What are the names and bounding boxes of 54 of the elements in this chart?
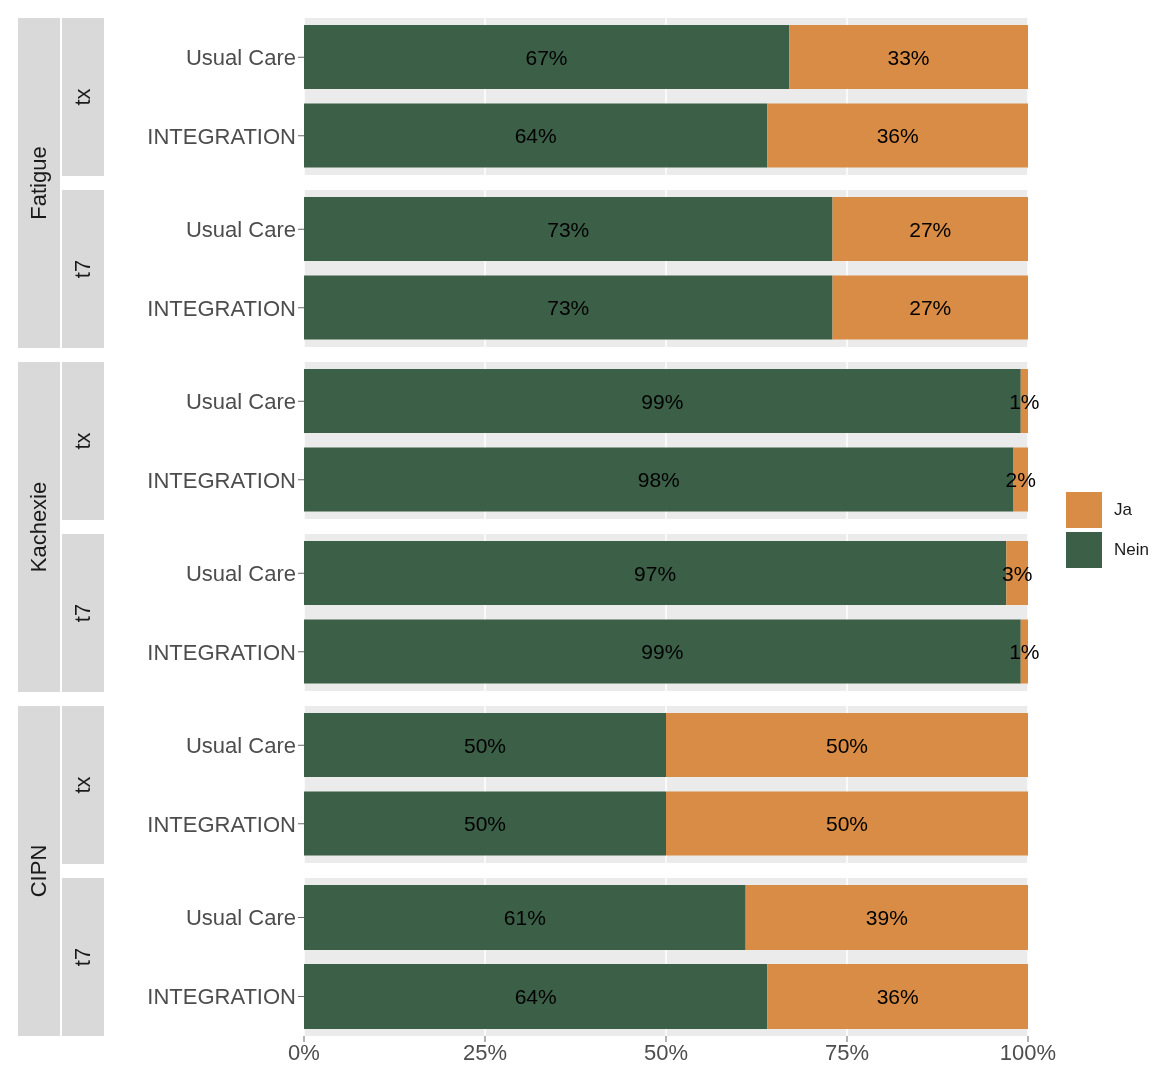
data-label: 36% bbox=[876, 985, 919, 1009]
x-tick-label: 75% bbox=[824, 1039, 870, 1065]
y-tick-label: Usual Care bbox=[185, 561, 296, 587]
y-axis-title: Fatigue bbox=[26, 146, 52, 220]
y-tick-label: INTEGRATION bbox=[147, 295, 296, 321]
data-label: 61% bbox=[503, 906, 546, 930]
data-label: 73% bbox=[547, 296, 590, 320]
legend-label: Nein bbox=[1114, 540, 1149, 560]
y-tick-label: INTEGRATION bbox=[147, 984, 296, 1010]
y-axis-title: CIPN bbox=[26, 844, 52, 898]
data-label: 50% bbox=[825, 733, 869, 757]
y-tick-label: INTEGRATION bbox=[147, 123, 296, 149]
y-tick-label: Usual Care bbox=[185, 217, 296, 243]
bar bbox=[767, 964, 1028, 1030]
y-axis-title: Kachexie bbox=[26, 481, 52, 573]
data-label: 67% bbox=[525, 45, 568, 69]
text: t7 bbox=[69, 259, 96, 279]
data-label: 50% bbox=[463, 733, 507, 757]
text: tx bbox=[70, 776, 96, 794]
y-tick-label: Usual Care bbox=[185, 733, 296, 759]
data-label: 1% bbox=[1009, 389, 1040, 413]
data-label: 36% bbox=[876, 124, 919, 148]
y-tick-label: Usual Care bbox=[185, 45, 296, 71]
data-label: 39% bbox=[865, 906, 908, 930]
data-label: 27% bbox=[909, 217, 952, 241]
bar bbox=[304, 964, 768, 1030]
text: tx bbox=[70, 88, 96, 106]
bar bbox=[745, 885, 1028, 951]
data-label: 33% bbox=[887, 45, 930, 69]
data-label: 64% bbox=[514, 124, 557, 148]
data-label: 97% bbox=[634, 561, 677, 585]
x-tick-label: 0% bbox=[288, 1039, 320, 1065]
bar bbox=[304, 885, 746, 951]
data-label: 64% bbox=[514, 985, 557, 1009]
text: t7 bbox=[69, 603, 96, 623]
data-label: 50% bbox=[825, 812, 869, 836]
data-label: 1% bbox=[1009, 640, 1040, 664]
y-tick-label: INTEGRATION bbox=[147, 811, 296, 837]
data-label: 73% bbox=[547, 217, 590, 241]
data-label: 27% bbox=[909, 296, 952, 320]
data-label: 99% bbox=[641, 389, 684, 413]
x-tick-label: 50% bbox=[643, 1039, 689, 1065]
data-label: 99% bbox=[641, 640, 684, 664]
x-tick-label: 100% bbox=[999, 1039, 1057, 1065]
legend-label: Ja bbox=[1114, 500, 1132, 520]
text: t7 bbox=[69, 947, 96, 967]
text: tx bbox=[70, 432, 96, 450]
x-tick-label: 25% bbox=[462, 1039, 508, 1065]
y-tick-label: INTEGRATION bbox=[147, 467, 296, 493]
y-tick-label: Usual Care bbox=[185, 905, 296, 931]
y-tick-label: INTEGRATION bbox=[147, 639, 296, 665]
data-label: 98% bbox=[637, 468, 680, 492]
data-label: 50% bbox=[463, 812, 507, 836]
y-tick-label: Usual Care bbox=[185, 389, 296, 415]
